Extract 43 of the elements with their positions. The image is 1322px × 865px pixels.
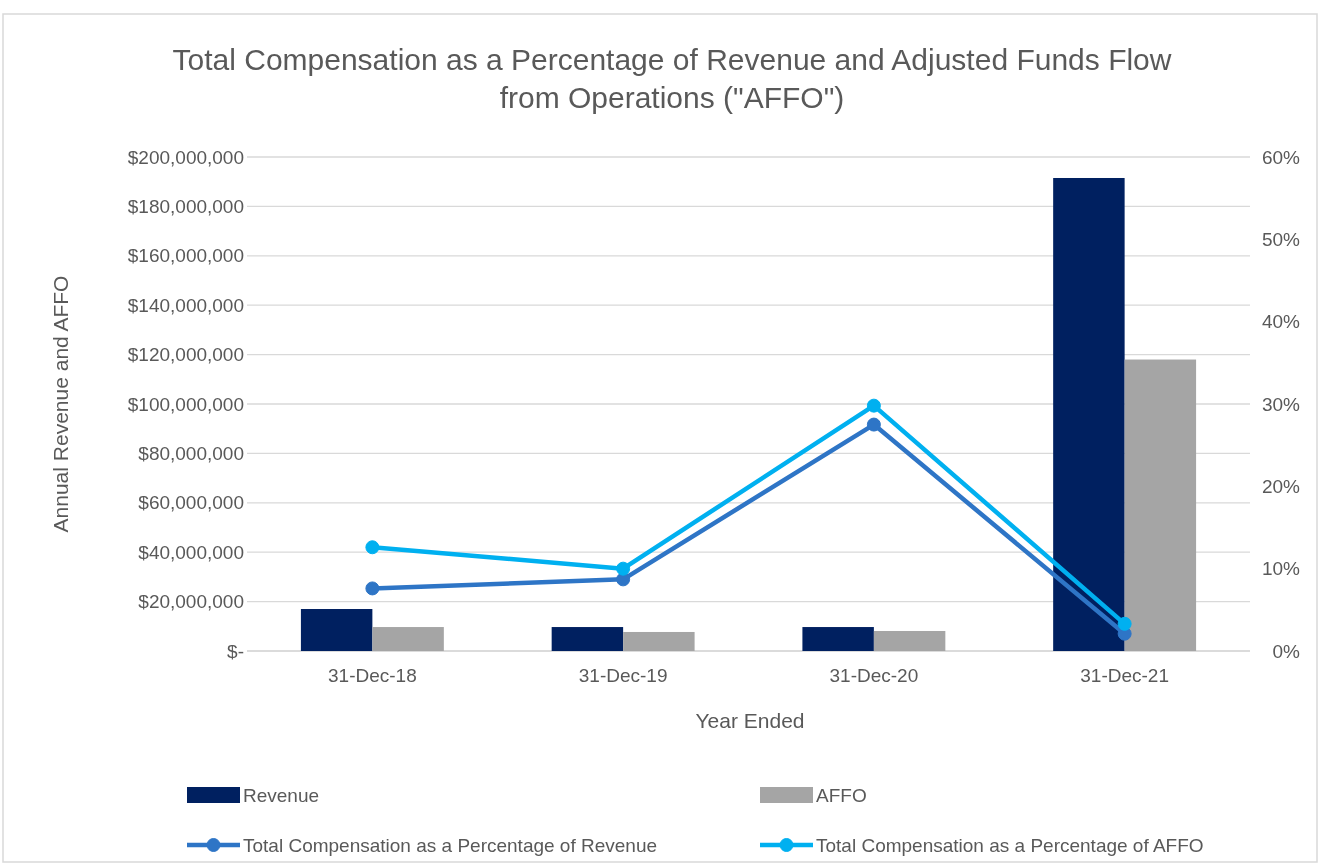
point [616, 561, 631, 576]
point [1117, 616, 1132, 631]
bar [1053, 178, 1125, 651]
bar [372, 627, 444, 651]
y-tick-label: $140,000,000 [127, 294, 244, 316]
y-axis-title: Annual Revenue and AFFO [49, 275, 72, 533]
y-tick-label: $200,000,000 [127, 146, 244, 168]
bar [623, 631, 695, 651]
y-tick-label: $40,000,000 [138, 541, 244, 563]
y-tick-label: $120,000,000 [127, 344, 244, 366]
legend-label: Total Compensation as a Percentage of AFFO [816, 834, 1204, 856]
bar [300, 609, 373, 651]
x-tick-label: 31-Dec-21 [1080, 665, 1169, 686]
y2-tick-label: 0% [1272, 640, 1301, 662]
y2-tick-label: 50% [1261, 228, 1301, 250]
y-tick-label: $160,000,000 [127, 245, 244, 267]
y-tick-label: $180,000,000 [127, 196, 244, 218]
bar [1124, 359, 1197, 651]
y-tick-label: $20,000,000 [138, 591, 244, 613]
bar [802, 627, 874, 651]
y-tick-label: $60,000,000 [138, 492, 244, 514]
x-tick-label: 31-Dec-19 [578, 665, 668, 686]
point [866, 417, 881, 432]
y-tick-label: $80,000,000 [138, 443, 244, 465]
y2-tick-label: 20% [1261, 475, 1301, 497]
point [365, 581, 380, 596]
bar [873, 630, 946, 651]
y2-tick-label: 60% [1261, 146, 1301, 168]
y2-tick-label: 40% [1261, 311, 1301, 333]
y2-tick-label: 10% [1261, 558, 1301, 580]
x-tick-label: 31-Dec-18 [328, 665, 417, 686]
legend-label: AFFO [816, 784, 867, 806]
y-tick-label: $100,000,000 [127, 393, 244, 415]
y-tick-label: $- [227, 640, 244, 662]
point [866, 398, 881, 413]
legend-label: Total Compensation as a Percentage of Revenue [243, 834, 658, 856]
x-tick-label: 31-Dec-20 [829, 665, 919, 686]
bar [551, 627, 624, 651]
legend-label: Revenue [243, 784, 320, 806]
chart-title: Total Compensation as a Percentage of Revenue and Adjusted Funds Flow from Operations ("AFFO") [172, 43, 1172, 114]
y2-tick-label: 30% [1261, 393, 1301, 415]
point [365, 540, 380, 555]
x-axis-title: Year Ended [695, 709, 805, 732]
